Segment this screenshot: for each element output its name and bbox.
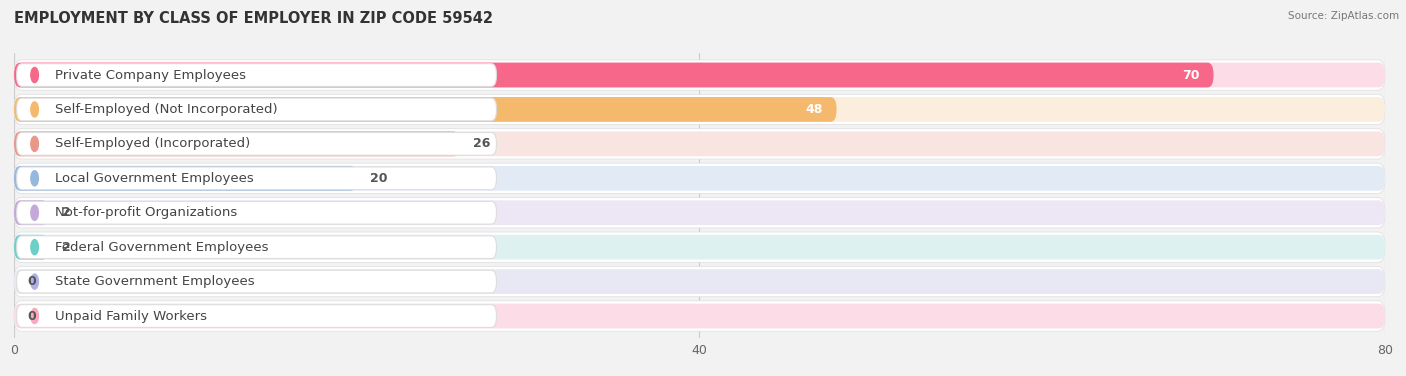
Circle shape (31, 102, 38, 117)
FancyBboxPatch shape (17, 202, 496, 224)
FancyBboxPatch shape (14, 200, 1385, 225)
Text: Private Company Employees: Private Company Employees (55, 68, 246, 82)
Text: 2: 2 (62, 241, 70, 254)
FancyBboxPatch shape (17, 167, 496, 190)
Text: Local Government Employees: Local Government Employees (55, 172, 254, 185)
FancyBboxPatch shape (17, 132, 496, 155)
FancyBboxPatch shape (14, 63, 1385, 87)
FancyBboxPatch shape (14, 163, 1385, 194)
FancyBboxPatch shape (14, 304, 1385, 328)
Text: Source: ZipAtlas.com: Source: ZipAtlas.com (1288, 11, 1399, 21)
Circle shape (31, 308, 38, 324)
Text: EMPLOYMENT BY CLASS OF EMPLOYER IN ZIP CODE 59542: EMPLOYMENT BY CLASS OF EMPLOYER IN ZIP C… (14, 11, 494, 26)
Text: 48: 48 (806, 103, 823, 116)
FancyBboxPatch shape (17, 64, 496, 86)
FancyBboxPatch shape (14, 94, 1385, 124)
FancyBboxPatch shape (14, 60, 1385, 90)
FancyBboxPatch shape (14, 132, 460, 156)
Text: Not-for-profit Organizations: Not-for-profit Organizations (55, 206, 238, 219)
FancyBboxPatch shape (14, 197, 1385, 228)
FancyBboxPatch shape (14, 200, 48, 225)
Text: Self-Employed (Incorporated): Self-Employed (Incorporated) (55, 137, 250, 150)
Text: Unpaid Family Workers: Unpaid Family Workers (55, 309, 207, 323)
FancyBboxPatch shape (14, 235, 48, 259)
Circle shape (31, 67, 38, 83)
FancyBboxPatch shape (14, 63, 1213, 87)
Text: 0: 0 (28, 309, 37, 323)
FancyBboxPatch shape (14, 129, 1385, 159)
Text: 70: 70 (1182, 68, 1199, 82)
FancyBboxPatch shape (17, 98, 496, 121)
FancyBboxPatch shape (14, 97, 1385, 122)
FancyBboxPatch shape (17, 236, 496, 259)
Text: 20: 20 (371, 172, 388, 185)
Text: Self-Employed (Not Incorporated): Self-Employed (Not Incorporated) (55, 103, 278, 116)
FancyBboxPatch shape (14, 235, 1385, 259)
Circle shape (31, 171, 38, 186)
Circle shape (31, 274, 38, 289)
Text: State Government Employees: State Government Employees (55, 275, 254, 288)
Circle shape (31, 136, 38, 152)
Text: 2: 2 (62, 206, 70, 219)
FancyBboxPatch shape (14, 301, 1385, 331)
FancyBboxPatch shape (14, 166, 357, 191)
Text: 26: 26 (474, 137, 491, 150)
FancyBboxPatch shape (17, 305, 496, 327)
FancyBboxPatch shape (14, 97, 837, 122)
Circle shape (31, 205, 38, 220)
FancyBboxPatch shape (14, 166, 1385, 191)
Text: Federal Government Employees: Federal Government Employees (55, 241, 269, 254)
Text: 0: 0 (28, 275, 37, 288)
FancyBboxPatch shape (14, 232, 1385, 262)
Circle shape (31, 240, 38, 255)
FancyBboxPatch shape (17, 270, 496, 293)
FancyBboxPatch shape (14, 267, 1385, 297)
FancyBboxPatch shape (14, 269, 1385, 294)
FancyBboxPatch shape (14, 132, 1385, 156)
